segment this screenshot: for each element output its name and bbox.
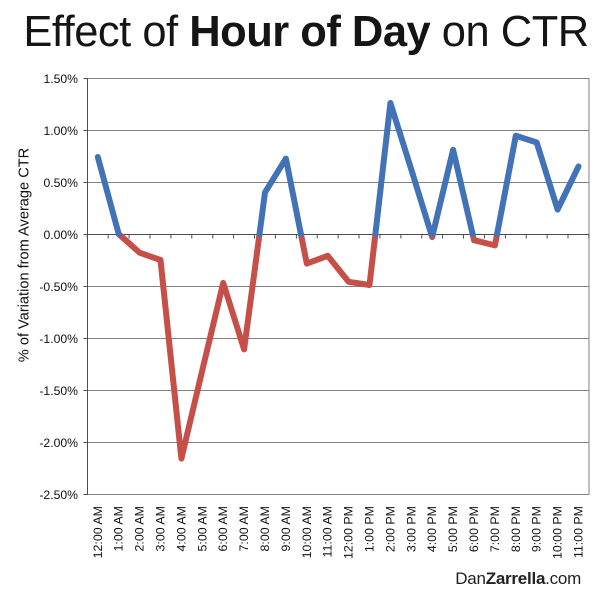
svg-text:10:00 AM: 10:00 AM: [300, 506, 314, 558]
svg-text:-2.00%: -2.00%: [39, 436, 78, 450]
svg-text:2:00 PM: 2:00 PM: [383, 506, 397, 552]
svg-text:7:00 PM: 7:00 PM: [488, 506, 502, 552]
svg-text:3:00 AM: 3:00 AM: [154, 506, 168, 551]
svg-text:11:00 PM: 11:00 PM: [572, 506, 586, 558]
svg-text:5:00 PM: 5:00 PM: [446, 506, 460, 552]
svg-text:12:00 PM: 12:00 PM: [342, 506, 356, 559]
svg-text:8:00 AM: 8:00 AM: [258, 506, 272, 551]
svg-text:-1.00%: -1.00%: [39, 332, 78, 346]
svg-text:% of Variation from Average CT: % of Variation from Average CTR: [17, 148, 33, 362]
svg-text:4:00 PM: 4:00 PM: [425, 506, 439, 552]
svg-text:5:00 AM: 5:00 AM: [195, 506, 209, 551]
svg-text:12:00 AM: 12:00 AM: [91, 506, 105, 558]
svg-text:4:00 AM: 4:00 AM: [174, 506, 188, 551]
svg-text:8:00 PM: 8:00 PM: [509, 506, 523, 552]
svg-text:0.50%: 0.50%: [43, 176, 78, 190]
svg-text:1:00 AM: 1:00 AM: [112, 506, 126, 551]
svg-text:2:00 AM: 2:00 AM: [133, 506, 147, 551]
svg-text:6:00 AM: 6:00 AM: [216, 506, 230, 551]
svg-text:0.00%: 0.00%: [43, 228, 78, 242]
svg-text:9:00 AM: 9:00 AM: [279, 506, 293, 551]
svg-text:1.00%: 1.00%: [43, 124, 78, 138]
svg-text:-2.50%: -2.50%: [39, 488, 78, 502]
svg-text:11:00 AM: 11:00 AM: [321, 506, 335, 557]
svg-text:1.50%: 1.50%: [43, 72, 78, 86]
svg-text:6:00 PM: 6:00 PM: [467, 506, 481, 552]
svg-text:10:00 PM: 10:00 PM: [551, 506, 565, 559]
svg-text:9:00 PM: 9:00 PM: [530, 506, 544, 552]
svg-text:-1.50%: -1.50%: [39, 384, 78, 398]
svg-text:1:00 PM: 1:00 PM: [363, 506, 377, 552]
svg-text:3:00 PM: 3:00 PM: [404, 506, 418, 552]
svg-text:-0.50%: -0.50%: [39, 280, 78, 294]
svg-text:7:00 AM: 7:00 AM: [237, 506, 251, 551]
